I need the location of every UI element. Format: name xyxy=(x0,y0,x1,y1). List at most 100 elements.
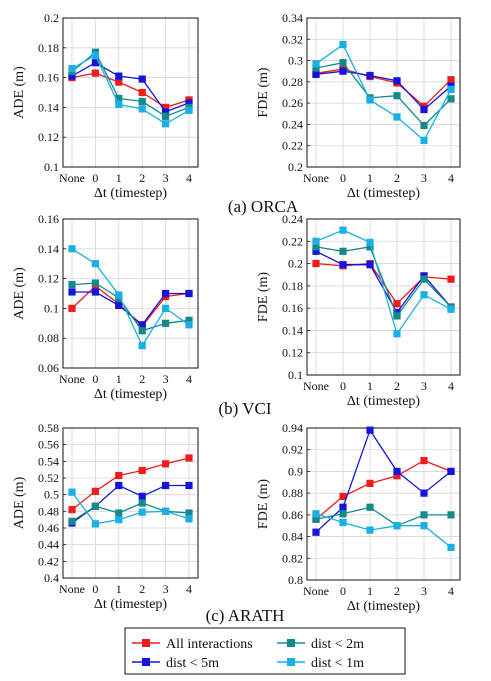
data-point xyxy=(115,481,123,490)
data-point xyxy=(138,342,146,350)
series-line xyxy=(315,506,451,527)
series-line xyxy=(71,457,190,511)
data-point xyxy=(162,108,170,116)
data-point xyxy=(138,88,146,97)
data-point xyxy=(420,275,428,283)
data-point xyxy=(447,76,455,84)
chart-panel-5: None 0 1 2 3 4 0.4 0.42 0.44 0.46 0.48 0.5 0.52 0.54 0… xyxy=(12,421,199,612)
data-point xyxy=(185,509,193,517)
y-tick-label: 0.14 xyxy=(38,242,59,256)
series-line xyxy=(71,61,190,113)
data-point xyxy=(312,64,320,72)
y-tick-label: 0.1 xyxy=(44,160,59,174)
y-tick-label: 0.42 xyxy=(38,554,59,568)
data-point xyxy=(138,105,146,113)
y-tick-label: 0.2 xyxy=(288,160,303,174)
data-point xyxy=(162,460,170,468)
data-point xyxy=(420,456,428,465)
data-point xyxy=(447,305,455,313)
data-point xyxy=(91,487,99,495)
data-point xyxy=(312,243,320,251)
series-line xyxy=(315,513,452,548)
x-tick-label: 2 xyxy=(139,171,145,185)
data-point xyxy=(68,288,76,296)
y-axis-label: ADE (m) xyxy=(12,66,27,119)
x-tick-label: 0 xyxy=(340,171,346,185)
x-tick-label: None xyxy=(303,171,329,185)
series-line xyxy=(315,246,452,318)
data-point xyxy=(393,77,401,85)
x-tick-label: 4 xyxy=(448,584,454,598)
data-point xyxy=(138,499,146,507)
data-point xyxy=(393,113,401,121)
data-point xyxy=(185,481,193,490)
data-point xyxy=(366,71,374,80)
y-tick-label: 0.86 xyxy=(282,508,303,522)
series-line xyxy=(71,72,190,109)
data-point xyxy=(162,319,170,327)
data-point xyxy=(447,95,455,103)
y-tick-label: 0.8 xyxy=(288,573,303,587)
data-point xyxy=(366,426,374,434)
data-point xyxy=(339,492,347,500)
x-tick-label: 2 xyxy=(394,584,400,598)
series-line xyxy=(315,70,452,111)
x-tick-label: 0 xyxy=(92,582,98,596)
x-tick-label: 1 xyxy=(116,582,122,596)
x-tick-label: None xyxy=(59,171,85,185)
x-tick-label: 3 xyxy=(163,372,169,386)
legend-entry-dist-1m: dist < 1m xyxy=(277,656,364,671)
data-point xyxy=(366,243,374,251)
y-tick-label: 0.08 xyxy=(38,331,59,345)
data-point xyxy=(138,327,146,335)
x-tick-label: 3 xyxy=(163,171,169,185)
legend-marker xyxy=(142,658,150,666)
x-axis-label: Δt (timestep) xyxy=(347,394,420,409)
x-axis-label: Δt (timestep) xyxy=(94,186,167,201)
plot-frame xyxy=(62,17,199,168)
x-tick-label: 3 xyxy=(421,379,427,393)
data-point xyxy=(162,289,170,298)
data-point xyxy=(91,51,99,59)
x-tick-label: 3 xyxy=(421,171,427,185)
y-tick-label: 0.52 xyxy=(38,471,59,485)
data-point xyxy=(393,467,401,476)
data-point xyxy=(393,522,401,530)
data-point xyxy=(115,72,123,80)
x-tick-label: None xyxy=(59,582,85,596)
legend-label: All interactions xyxy=(166,637,253,652)
plot-frame xyxy=(62,218,199,369)
y-tick-label: 0.22 xyxy=(282,139,303,153)
data-point xyxy=(68,280,76,289)
y-tick-label: 0.48 xyxy=(38,504,59,518)
y-tick-label: 0.22 xyxy=(282,234,303,248)
y-tick-label: 0.06 xyxy=(38,361,59,375)
data-point xyxy=(91,260,99,268)
series-line xyxy=(71,491,190,525)
y-tick-label: 0.44 xyxy=(38,538,59,552)
y-tick-label: 0.18 xyxy=(282,279,303,293)
series-line xyxy=(315,68,452,108)
data-point xyxy=(162,304,170,312)
x-tick-label: 4 xyxy=(186,372,192,386)
data-point xyxy=(339,41,347,49)
x-tick-label: 2 xyxy=(394,379,400,393)
data-point xyxy=(366,479,374,487)
legend-label: dist < 1m xyxy=(311,656,364,671)
y-tick-label: 0.14 xyxy=(38,100,59,114)
y-tick-label: 0.12 xyxy=(282,346,303,360)
caption-arath: (c) ARATH xyxy=(206,606,285,625)
y-tick-label: 0.92 xyxy=(282,443,303,457)
data-point xyxy=(420,511,428,519)
data-point xyxy=(420,291,428,299)
data-point xyxy=(91,520,99,528)
x-tick-label: 2 xyxy=(139,372,145,386)
x-tick-label: 3 xyxy=(421,584,427,598)
x-tick-label: 2 xyxy=(394,171,400,185)
data-point xyxy=(339,261,347,269)
data-point xyxy=(68,72,76,80)
data-point xyxy=(420,105,428,114)
data-point xyxy=(447,467,455,476)
data-point xyxy=(138,508,146,516)
data-point xyxy=(447,275,455,283)
